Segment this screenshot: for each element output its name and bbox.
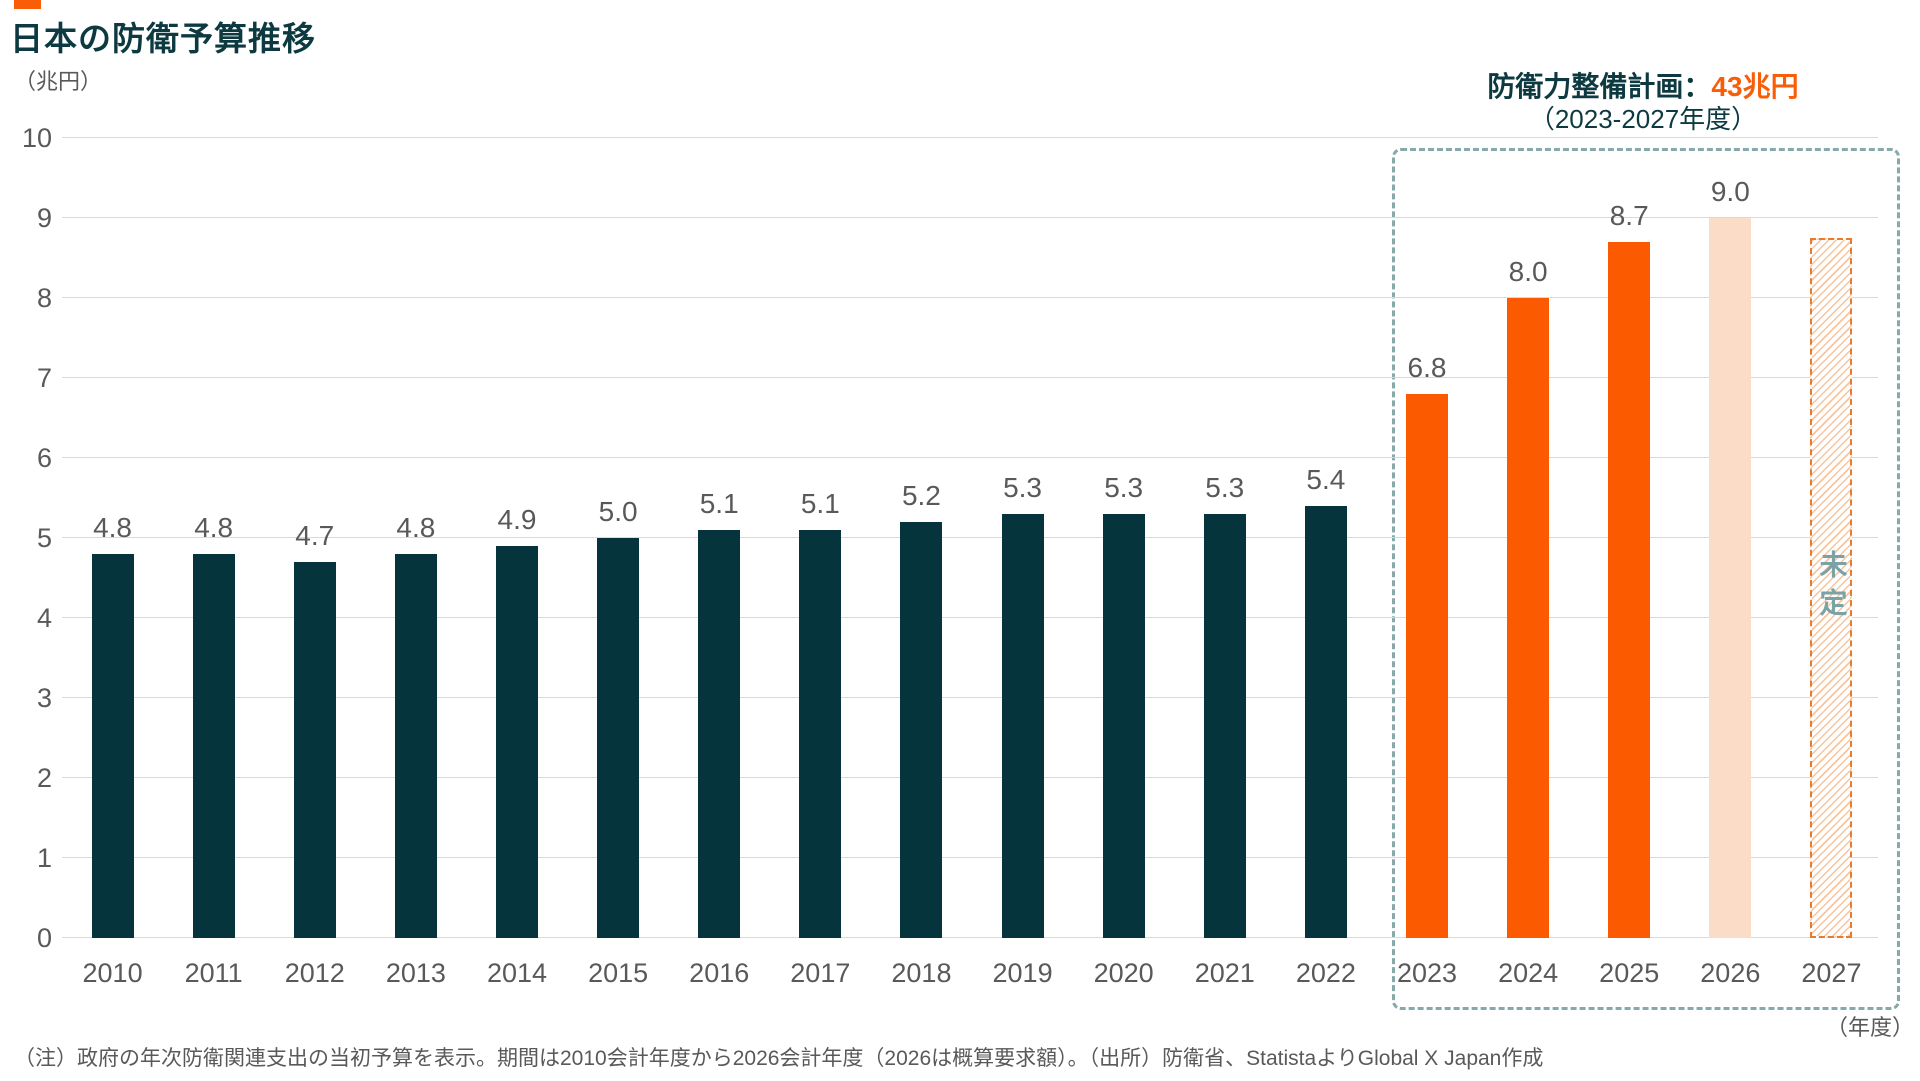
bar-value-label: 4.9 (497, 504, 537, 535)
gridline (62, 537, 1878, 538)
x-axis-label-2016: 2016 (689, 958, 750, 988)
plan-annotation: 防衛力整備計画：43兆円 （2023-2027年度） (1392, 70, 1894, 135)
x-axis-label-2010: 2010 (82, 958, 143, 988)
gridline (62, 457, 1878, 458)
bar-value-label: 8.0 (1508, 256, 1548, 287)
y-axis-tick-label: 8 (36, 283, 52, 313)
bar-2017 (799, 530, 842, 938)
gridline (62, 617, 1878, 618)
bar-2024 (1507, 298, 1550, 938)
bar-2014 (496, 546, 538, 938)
page-title: 日本の防衛予算推移 (10, 20, 316, 57)
bar-2025 (1608, 242, 1651, 938)
plan-annotation-period: （2023-2027年度） (1528, 104, 1758, 134)
x-axis-label-2014: 2014 (486, 958, 548, 988)
bar-value-label: 5.1 (800, 488, 840, 519)
gridline (62, 777, 1878, 778)
y-axis-tick-label: 4 (36, 603, 52, 633)
plot-area: 0 1 2 3 4 5 6 7 8 9 10 4.8 2010 4.8 2011 4.7 2012 4.8 2013… (22, 123, 1882, 988)
x-axis-label-2019: 2019 (992, 958, 1053, 988)
y-axis-tick-label: 10 (21, 123, 52, 153)
bar-2013 (394, 554, 437, 938)
bar-2018 (900, 522, 943, 938)
tbd-label: 未定 (1816, 550, 1848, 626)
x-axis-label-2020: 2020 (1093, 958, 1154, 988)
bar-value-label: 4.8 (93, 512, 133, 543)
plan-annotation-label: 防衛力整備計画： (1487, 71, 1712, 102)
y-axis-tick-label: 6 (36, 443, 52, 473)
x-axis-label-2021: 2021 (1194, 958, 1255, 988)
bar-2019 (1001, 514, 1044, 938)
y-axis-tick-label: 2 (36, 763, 52, 793)
x-axis-label-2026: 2026 (1700, 958, 1761, 988)
x-axis-label-2013: 2013 (385, 958, 446, 988)
x-axis-label-2018: 2018 (891, 958, 952, 988)
y-axis-tick-label: 3 (36, 683, 52, 713)
bar-2026 (1709, 218, 1752, 938)
bar-2023 (1406, 394, 1448, 938)
gridline (62, 217, 1878, 218)
plan-annotation-value: 43兆円 (1711, 71, 1799, 102)
bar-2027: 未定 (1810, 238, 1853, 938)
y-axis-tick-label: 9 (36, 203, 52, 233)
bar-2022 (1304, 506, 1347, 938)
x-axis-label-2022: 2022 (1295, 958, 1356, 988)
title-accent-bar (14, 0, 41, 9)
bar-value-label: 5.3 (1003, 472, 1043, 503)
plan-annotation-title: 防衛力整備計画：43兆円 (1392, 70, 1894, 104)
y-axis-tick-label: 7 (36, 363, 52, 393)
bar-value-label: 5.0 (598, 496, 638, 527)
y-axis-tick-label: 1 (36, 843, 52, 873)
x-axis-label-2015: 2015 (588, 958, 649, 988)
x-axis-unit-label: （年度） (1825, 1015, 1914, 1040)
bar-value-label: 4.8 (194, 512, 234, 543)
gridline (62, 137, 1878, 138)
x-axis-label-2027: 2027 (1801, 958, 1862, 988)
bar-2020 (1102, 514, 1145, 938)
bar-value-label: 5.1 (699, 488, 739, 519)
bar-value-label: 9.0 (1710, 176, 1750, 207)
bar-value-label: 5.2 (901, 480, 941, 511)
bar-value-label: 4.8 (396, 512, 436, 543)
y-axis-tick-label: 0 (36, 923, 52, 953)
x-axis-label-2017: 2017 (790, 958, 851, 988)
x-axis-label-2025: 2025 (1599, 958, 1660, 988)
x-axis-label-2024: 2024 (1498, 958, 1559, 988)
bar-value-label: 8.7 (1609, 200, 1649, 231)
bar-2015 (597, 538, 640, 938)
bar-value-label: 4.7 (295, 520, 335, 551)
gridline (62, 697, 1878, 698)
x-axis-label-2023: 2023 (1396, 958, 1458, 988)
x-axis-label-2011: 2011 (184, 958, 243, 988)
gridline (62, 297, 1878, 298)
bar-2011 (192, 554, 235, 938)
y-axis-tick-label: 5 (36, 523, 52, 553)
bar-value-label: 6.8 (1407, 352, 1447, 383)
gridline (62, 857, 1878, 858)
gridline (62, 937, 1878, 938)
bar-value-label: 5.3 (1205, 472, 1245, 503)
y-axis-unit-label: （兆円） (14, 69, 103, 94)
bar-2010 (91, 554, 134, 938)
bar-2012 (293, 562, 336, 938)
bar-2021 (1203, 514, 1246, 938)
x-axis-label-2012: 2012 (284, 958, 345, 988)
footnote: （注）政府の年次防衛関連支出の当初予算を表示。期間は2010会計年度から2026… (14, 1047, 1544, 1070)
bar-value-label: 5.4 (1306, 464, 1346, 495)
bar-value-label: 5.3 (1104, 472, 1144, 503)
gridline (62, 377, 1878, 378)
bar-2016 (698, 530, 741, 938)
